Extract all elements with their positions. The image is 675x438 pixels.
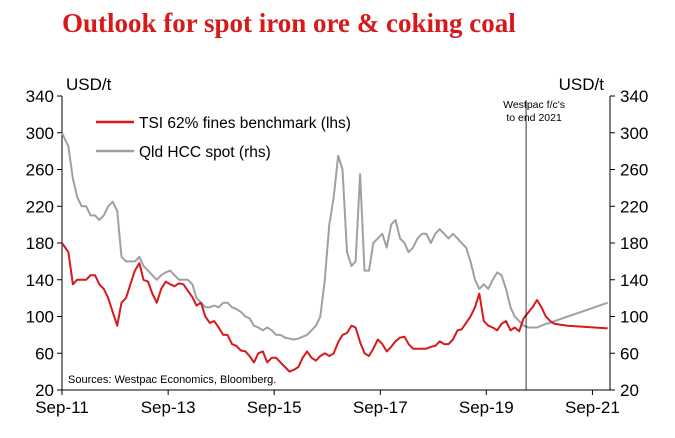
x-tick-label: Sep-11 [35,398,89,417]
y-left-tick-label: 260 [26,161,54,180]
y-left-tick-label: 340 [26,87,54,106]
source-note: Sources: Westpac Economics, Bloomberg. [68,374,276,386]
x-tick-label: Sep-13 [141,398,196,417]
legend-label-coking-coal: Qld HCC spot (rhs) [139,144,271,161]
axes: 20 60 100 140 180 220 260 300 340 20 60 100 140 180 22… [26,87,649,417]
x-tick-label: Sep-17 [353,398,408,417]
legend: TSI 62% fines benchmark (lhs) Qld HCC sp… [96,115,351,161]
series-line-iron-ore [61,242,608,373]
forecast-label: to end 2021 [506,112,562,124]
y-right-unit-label: USD/t [559,75,605,94]
y-right-tick-label: 20 [620,381,639,400]
forecast-label: Westpac f/c's [503,99,565,111]
y-right-tick-label: 60 [620,344,639,363]
y-right-tick-label: 260 [620,161,648,180]
legend-label-iron-ore: TSI 62% fines benchmark (lhs) [139,115,351,132]
y-left-tick-label: 180 [26,234,54,253]
x-tick-label: Sep-15 [247,398,302,417]
x-tick-label: Sep-19 [459,398,514,417]
y-left-tick-label: 20 [35,381,54,400]
y-right-tick-label: 140 [620,271,648,290]
y-right-tick-label: 100 [620,308,648,327]
y-left-tick-label: 300 [26,124,54,143]
y-right-tick-label: 300 [620,124,648,143]
y-right-tick-label: 180 [620,234,648,253]
x-tick-label: Sep-21 [565,398,620,417]
forecast-annotation: Westpac f/c'sto end 2021 [503,99,565,390]
series-layer [61,132,609,373]
y-left-unit-label: USD/t [66,75,112,94]
y-left-tick-label: 140 [26,271,54,290]
y-left-tick-label: 220 [26,197,54,216]
series-line-coking-coal [61,132,609,341]
chart-title: Outlook for spot iron ore & coking coal [62,8,516,38]
y-left-tick-label: 100 [26,308,54,327]
y-left-tick-label: 60 [35,344,54,363]
y-right-tick-label: 340 [620,87,648,106]
y-right-tick-label: 220 [620,197,648,216]
